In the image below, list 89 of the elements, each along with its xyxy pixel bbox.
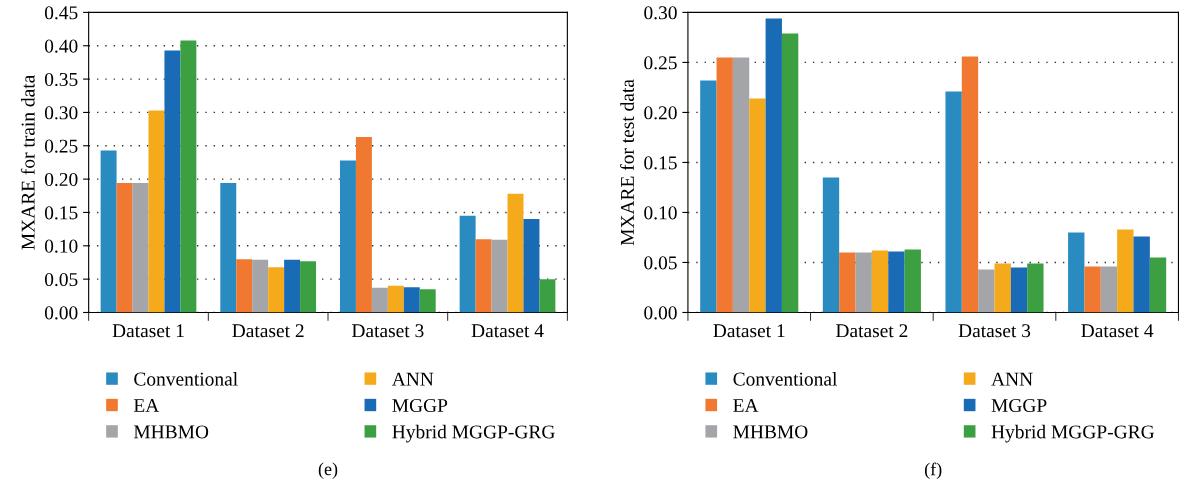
y-tick-label: 0.20 xyxy=(644,106,677,120)
bar xyxy=(491,239,508,313)
y-axis-title: MXARE for train data xyxy=(20,74,35,250)
y-tick-label: 0.35 xyxy=(44,72,78,87)
y-tick-label: 0.05 xyxy=(644,256,677,270)
y-tick-label: 0.00 xyxy=(44,306,78,320)
bar xyxy=(300,261,317,313)
bar xyxy=(523,219,540,313)
y-tick-label: 0.30 xyxy=(644,6,677,20)
y-tick-label: 0.00 xyxy=(644,306,677,320)
bar xyxy=(749,98,766,313)
bar xyxy=(459,215,476,313)
bar xyxy=(945,91,962,313)
bar xyxy=(822,177,840,313)
bar xyxy=(116,183,133,313)
bar xyxy=(475,239,492,313)
x-tick-label: Dataset 4 xyxy=(471,324,544,338)
bar xyxy=(781,33,799,313)
bar xyxy=(1010,267,1028,313)
bar xyxy=(855,252,872,313)
bar xyxy=(507,193,524,313)
bar xyxy=(403,287,420,313)
x-tick-label: Dataset 2 xyxy=(835,324,908,338)
bar xyxy=(419,289,436,313)
y-tick-label: 0.10 xyxy=(644,206,677,220)
text: (f) xyxy=(924,462,942,480)
bar xyxy=(716,57,733,313)
bar xyxy=(961,56,979,313)
bar xyxy=(700,80,717,313)
bar xyxy=(148,110,165,313)
y-tick-label: 0.40 xyxy=(44,39,78,53)
bar xyxy=(236,259,253,313)
bar xyxy=(268,267,285,313)
legend-label: MGGP xyxy=(991,398,1047,413)
x-tick-label: Dataset 2 xyxy=(232,324,304,338)
bar xyxy=(978,269,995,313)
y-tick-label: 0.15 xyxy=(644,156,677,170)
bar xyxy=(888,251,905,313)
bar xyxy=(180,40,197,313)
bar xyxy=(1117,229,1134,313)
bar xyxy=(732,57,750,313)
legend-label: EA xyxy=(133,399,160,412)
bar xyxy=(220,183,237,313)
legend-label: ANN xyxy=(391,372,434,386)
x-tick-label: Dataset 1 xyxy=(112,324,184,338)
y-tick-label: 0.25 xyxy=(44,139,78,153)
y-tick-label: 0.15 xyxy=(44,206,78,220)
legend-label: MHBMO xyxy=(133,425,209,439)
bar xyxy=(355,137,372,313)
bar xyxy=(765,18,782,313)
legend-label: Hybrid MGGP-GRG xyxy=(392,424,555,443)
bar xyxy=(132,183,149,313)
legend-label: Conventional xyxy=(134,371,238,386)
bar xyxy=(164,50,181,313)
bar xyxy=(371,287,388,313)
x-tick-label: Dataset 4 xyxy=(1081,324,1154,338)
bar xyxy=(284,259,301,313)
bar xyxy=(539,279,556,313)
bar xyxy=(871,250,889,313)
bar xyxy=(1100,266,1118,313)
bar xyxy=(1149,257,1167,313)
y-tick-label: 0.45 xyxy=(44,6,78,20)
bar xyxy=(339,160,356,313)
text: (e) xyxy=(318,462,338,479)
legend-label: EA xyxy=(733,399,759,412)
bar xyxy=(1084,266,1101,313)
legend-label: MHBMO xyxy=(733,425,808,439)
y-tick-label: 0.20 xyxy=(44,172,78,187)
y-tick-label: 0.05 xyxy=(44,272,78,287)
y-tick-label: 0.10 xyxy=(44,239,78,253)
bar xyxy=(839,252,856,313)
bar xyxy=(1027,263,1044,313)
y-axis-title: MXARE for test data xyxy=(620,79,634,246)
bar xyxy=(100,150,117,313)
legend-label: Conventional xyxy=(733,371,838,386)
bar xyxy=(1068,232,1085,313)
x-tick-label: Dataset 3 xyxy=(351,324,424,338)
bar xyxy=(1133,236,1150,313)
legend-label: MGGP xyxy=(392,398,448,413)
bar xyxy=(904,249,921,313)
x-tick-label: Dataset 1 xyxy=(713,324,785,338)
legend-label: ANN xyxy=(991,372,1033,386)
y-tick-label: 0.30 xyxy=(44,106,78,120)
bar xyxy=(994,263,1011,313)
bar xyxy=(252,259,269,313)
legend-label: Hybrid MGGP-GRG xyxy=(991,424,1155,443)
y-tick-label: 0.25 xyxy=(644,56,677,70)
x-tick-label: Dataset 3 xyxy=(958,324,1031,338)
bar xyxy=(387,285,404,313)
